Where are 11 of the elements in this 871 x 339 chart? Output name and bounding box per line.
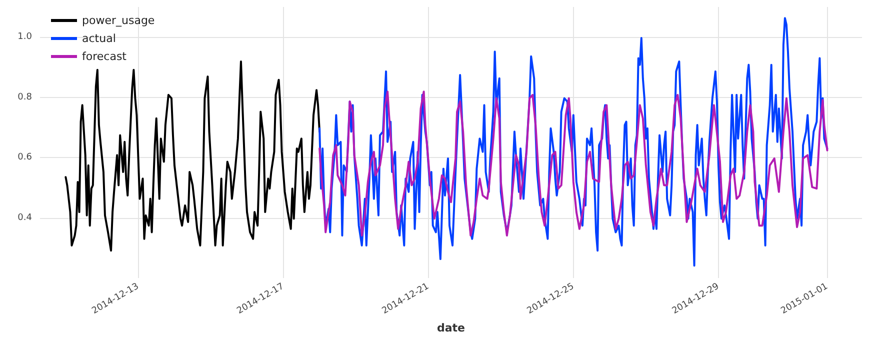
legend-label: power_usage <box>82 14 155 27</box>
line-series <box>64 60 321 252</box>
line-series <box>318 90 828 237</box>
legend-label: forecast <box>82 50 128 63</box>
x-axis-title: date <box>436 321 466 334</box>
y-tick-label: 0.4 <box>18 212 32 223</box>
y-tick-label: 1.0 <box>18 32 32 42</box>
line-series <box>318 17 828 267</box>
legend-label: actual <box>82 32 116 45</box>
y-tick-label: 0.8 <box>18 92 32 102</box>
y-tick-label: 0.6 <box>18 152 32 163</box>
